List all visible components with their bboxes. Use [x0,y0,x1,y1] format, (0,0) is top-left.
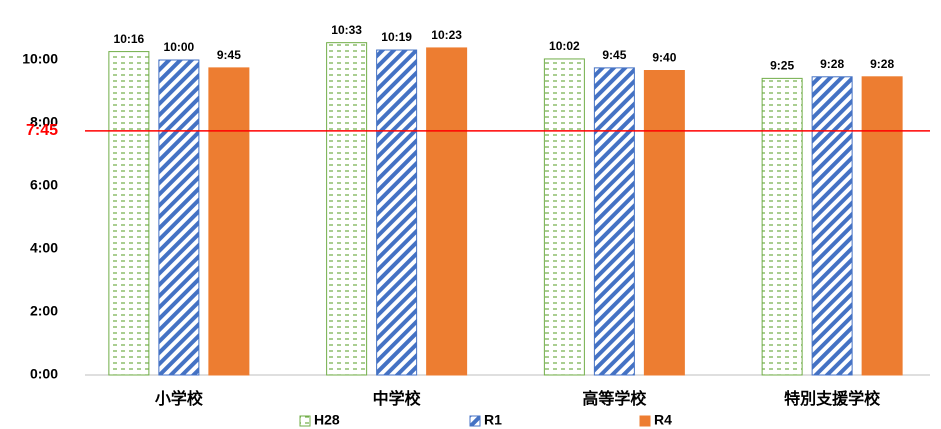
bar [208,67,250,376]
bar [593,67,635,376]
legend-label: R1 [484,412,502,428]
bar [643,70,685,376]
value-label: 10:33 [331,23,362,37]
value-label: 9:25 [770,59,794,73]
value-label: 9:40 [652,51,676,65]
bar [326,42,368,376]
value-label: 10:00 [164,40,195,54]
value-label: 9:45 [217,48,241,62]
y-tick-label: 4:00 [30,240,58,256]
value-label: 10:23 [431,28,462,42]
bar [861,76,903,376]
x-tick-label: 中学校 [373,389,422,408]
legend-swatch [639,415,651,427]
bar [158,59,200,376]
value-label: 10:02 [549,39,580,53]
x-tick-label: 高等学校 [582,389,647,408]
y-tick-label: 10:00 [22,51,58,67]
legend-swatch [299,415,311,427]
value-label: 9:28 [870,57,894,71]
value-label: 10:19 [381,30,412,44]
y-tick-label: 0:00 [30,366,58,382]
bar [761,77,803,376]
bar [426,47,468,376]
bar [376,49,418,376]
bar [108,51,150,376]
legend-label: H28 [314,412,340,428]
legend-swatch [469,415,481,427]
legend-label: R4 [654,412,672,428]
reference-label: 7:45 [26,122,58,139]
y-tick-label: 8:00 [30,114,58,130]
y-tick-label: 2:00 [30,303,58,319]
x-tick-label: 特別支援学校 [784,389,881,408]
value-label: 9:28 [820,57,844,71]
bar [811,76,853,376]
y-tick-label: 6:00 [30,177,58,193]
value-label: 10:16 [114,32,145,46]
x-tick-label: 小学校 [155,389,204,408]
value-label: 9:45 [602,48,626,62]
bar [543,58,585,376]
